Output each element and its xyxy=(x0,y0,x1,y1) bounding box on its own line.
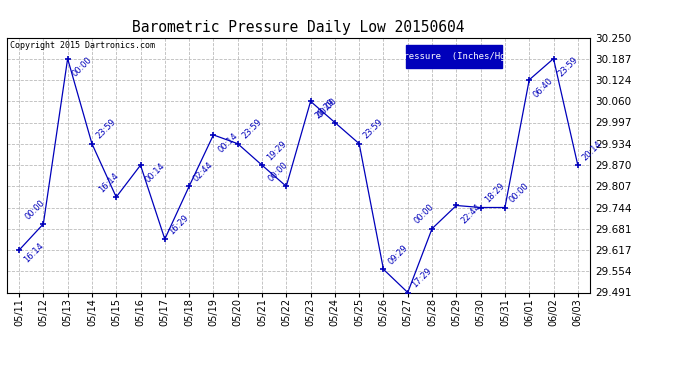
Text: Pressure  (Inches/Hg): Pressure (Inches/Hg) xyxy=(398,52,511,61)
Text: 16:14: 16:14 xyxy=(97,171,120,194)
Text: 20:14: 20:14 xyxy=(580,139,604,162)
Text: 06:40: 06:40 xyxy=(532,76,555,99)
Text: 16:14: 16:14 xyxy=(22,241,45,264)
Text: 23:59: 23:59 xyxy=(556,55,580,78)
Text: 17:29: 17:29 xyxy=(411,267,434,290)
Text: 00:00: 00:00 xyxy=(413,203,436,226)
Title: Barometric Pressure Daily Low 20150604: Barometric Pressure Daily Low 20150604 xyxy=(132,20,464,35)
Text: 19:29: 19:29 xyxy=(265,139,288,162)
Text: 00:00: 00:00 xyxy=(267,160,290,183)
Text: 02:44: 02:44 xyxy=(192,160,215,183)
Text: Copyright 2015 Dartronics.com: Copyright 2015 Dartronics.com xyxy=(10,41,155,50)
Text: 16:29: 16:29 xyxy=(168,213,191,236)
Text: 23:59: 23:59 xyxy=(241,118,264,141)
Text: 18:29: 18:29 xyxy=(484,182,506,205)
Text: 00:00: 00:00 xyxy=(315,97,339,120)
Text: 00:14: 00:14 xyxy=(216,131,239,154)
Text: 09:29: 09:29 xyxy=(386,243,409,267)
Text: 00:00: 00:00 xyxy=(508,182,531,205)
Text: 00:00: 00:00 xyxy=(70,55,94,78)
Text: 00:00: 00:00 xyxy=(24,198,47,221)
Text: 23:59: 23:59 xyxy=(362,118,385,141)
Bar xyxy=(406,45,502,68)
Text: 20:29: 20:29 xyxy=(313,98,337,121)
Text: 23:59: 23:59 xyxy=(95,118,118,141)
Text: 00:14: 00:14 xyxy=(144,162,166,184)
Text: 22:44: 22:44 xyxy=(459,202,482,225)
